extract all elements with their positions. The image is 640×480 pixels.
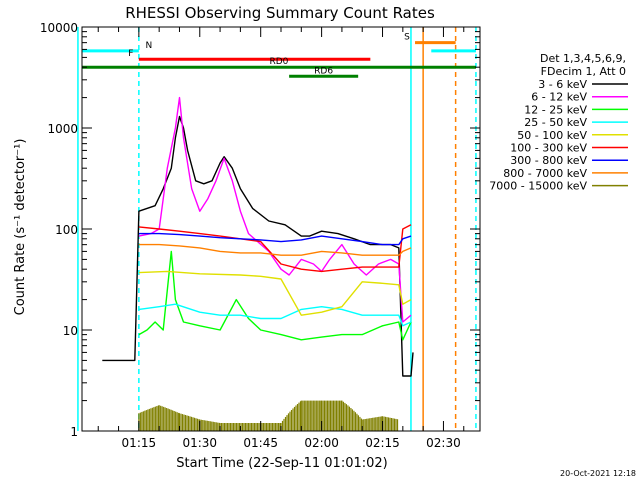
series-2-line: [138, 96, 412, 323]
series-5-line: [138, 270, 412, 316]
series-7-line: [138, 232, 412, 246]
legend-label: 7000 - 15000 keV: [489, 180, 587, 193]
y-tick-label: 10000: [40, 21, 78, 35]
legend-label: 3 - 6 keV: [538, 78, 587, 91]
plot-background: [82, 27, 480, 431]
legend-label: 12 - 25 keV: [524, 103, 587, 116]
legend-label: 800 - 7000 keV: [503, 167, 587, 180]
legend: Det 1,3,4,5,6,9,FDecim 1, Att 03 - 6 keV…: [489, 52, 628, 193]
legend-label: 300 - 800 keV: [510, 154, 587, 167]
bar-label-n: N: [145, 41, 152, 51]
bar-label-rd0: RD0: [270, 57, 289, 67]
y-tick-label: 100: [55, 223, 78, 237]
x-tick-label: 02:00: [304, 436, 339, 450]
y-tick-label: 1: [70, 425, 78, 439]
series-9: [138, 400, 399, 431]
observing-bars: N F S RD0 RD6: [82, 33, 476, 78]
plot-area: [82, 27, 480, 431]
legend-header: Det 1,3,4,5,6,9,: [540, 52, 626, 65]
series-1-line: [102, 115, 414, 377]
bar-label-s: S: [404, 33, 410, 43]
legend-label: 50 - 100 keV: [517, 129, 587, 142]
legend-label: 100 - 300 keV: [510, 142, 587, 155]
x-tick-label: 02:30: [426, 436, 461, 450]
series-6-line: [138, 224, 412, 273]
footer-date: 20-Oct-2021 12:18: [560, 469, 636, 478]
x-axis-label: Start Time (22-Sep-11 01:01:02): [176, 456, 387, 471]
x-tick-label: 01:30: [182, 436, 217, 450]
legend-label: 6 - 12 keV: [531, 91, 587, 104]
bar-label-f: F: [128, 49, 133, 59]
y-axis-label: Count Rate (s⁻¹ detector⁻¹): [13, 139, 28, 316]
legend-header: FDecim 1, Att 0: [541, 65, 626, 78]
series-3-line: [138, 250, 412, 341]
series-layer: [102, 96, 414, 431]
chart-title: RHESSI Observing Summary Count Rates: [125, 4, 435, 22]
bar-label-rd6: RD6: [314, 66, 333, 76]
axes: 1 10 100 1000 10000 01:15 01:30 01:45 02:00 02:15…: [40, 21, 481, 450]
x-tick-label: 02:15: [365, 436, 400, 450]
series-4-line: [138, 303, 412, 327]
y-tick-label: 1000: [47, 122, 78, 136]
x-tick-label: 01:15: [122, 436, 157, 450]
legend-label: 25 - 50 keV: [524, 116, 587, 129]
series-8-line: [138, 243, 412, 256]
y-tick-label: 10: [63, 324, 78, 338]
x-tick-label: 01:45: [243, 436, 278, 450]
